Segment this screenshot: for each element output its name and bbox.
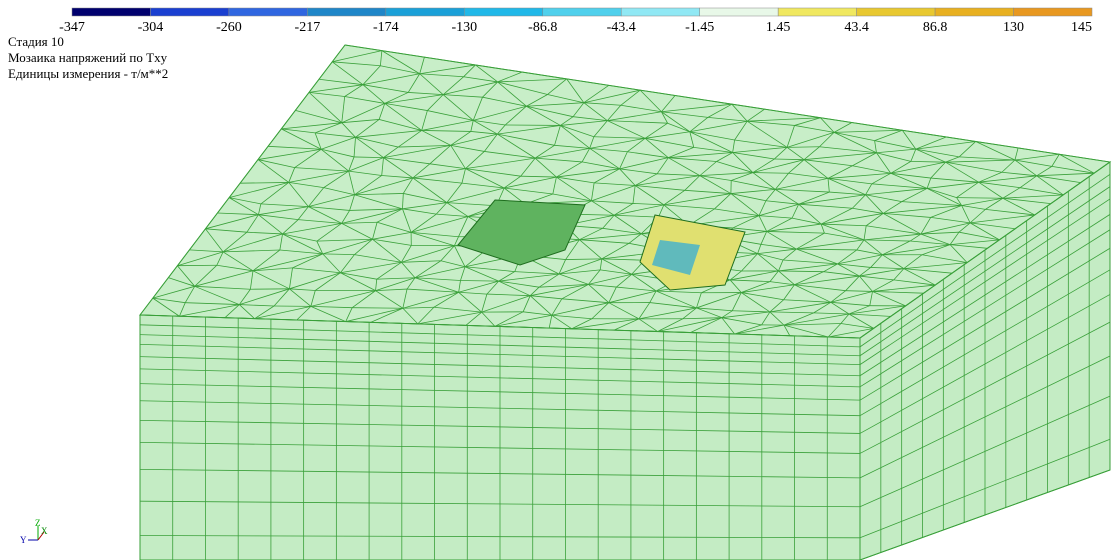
legend-label: -1.45 xyxy=(685,20,714,35)
legend-swatch xyxy=(1014,8,1092,16)
legend-label: 86.8 xyxy=(923,20,948,35)
viewport: -347 -304 -260 -217 -174 -130 -86.8 -43.4 -1.45 1… xyxy=(0,0,1116,560)
legend-label: -86.8 xyxy=(528,20,557,35)
mesh-edge xyxy=(352,308,403,309)
legend-swatch xyxy=(621,8,699,16)
legend-swatch xyxy=(72,8,150,16)
scene: -347 -304 -260 -217 -174 -130 -86.8 -43.4 -1.45 1… xyxy=(0,0,1116,560)
legend-swatch xyxy=(307,8,385,16)
axis-label: Y xyxy=(20,535,27,545)
model xyxy=(140,45,1110,560)
legend-swatch xyxy=(386,8,464,16)
mesh-edge xyxy=(787,147,819,148)
legend-swatch xyxy=(464,8,542,16)
axis-label: X xyxy=(41,526,48,536)
info-line: Стадия 10 xyxy=(8,34,64,49)
legend-label: 130 xyxy=(1003,20,1024,35)
axis-label: Z xyxy=(35,518,41,528)
legend-swatch xyxy=(700,8,778,16)
legend-label: 145 xyxy=(1071,20,1092,35)
legend-swatch xyxy=(543,8,621,16)
legend-label: -217 xyxy=(295,20,321,35)
legend-label: -130 xyxy=(451,20,477,35)
legend-label: 1.45 xyxy=(766,20,791,35)
legend-label: -260 xyxy=(216,20,242,35)
color-legend: -347 -304 -260 -217 -174 -130 -86.8 -43.4 -1.45 1… xyxy=(59,8,1092,35)
legend-swatch xyxy=(150,8,228,16)
info-line: Мозаика напряжений по Txy xyxy=(8,50,168,65)
legend-label: -174 xyxy=(373,20,399,35)
legend-label: -304 xyxy=(138,20,164,35)
legend-label: 43.4 xyxy=(844,20,869,35)
legend-swatch xyxy=(857,8,935,16)
legend-swatch xyxy=(229,8,307,16)
info-line: Единицы измерения - т/м**2 xyxy=(8,66,168,81)
legend-label: -43.4 xyxy=(607,20,636,35)
legend-swatch xyxy=(935,8,1013,16)
legend-label: -347 xyxy=(59,20,85,35)
legend-swatch xyxy=(778,8,856,16)
axes-icon: Z Y X xyxy=(20,518,48,545)
